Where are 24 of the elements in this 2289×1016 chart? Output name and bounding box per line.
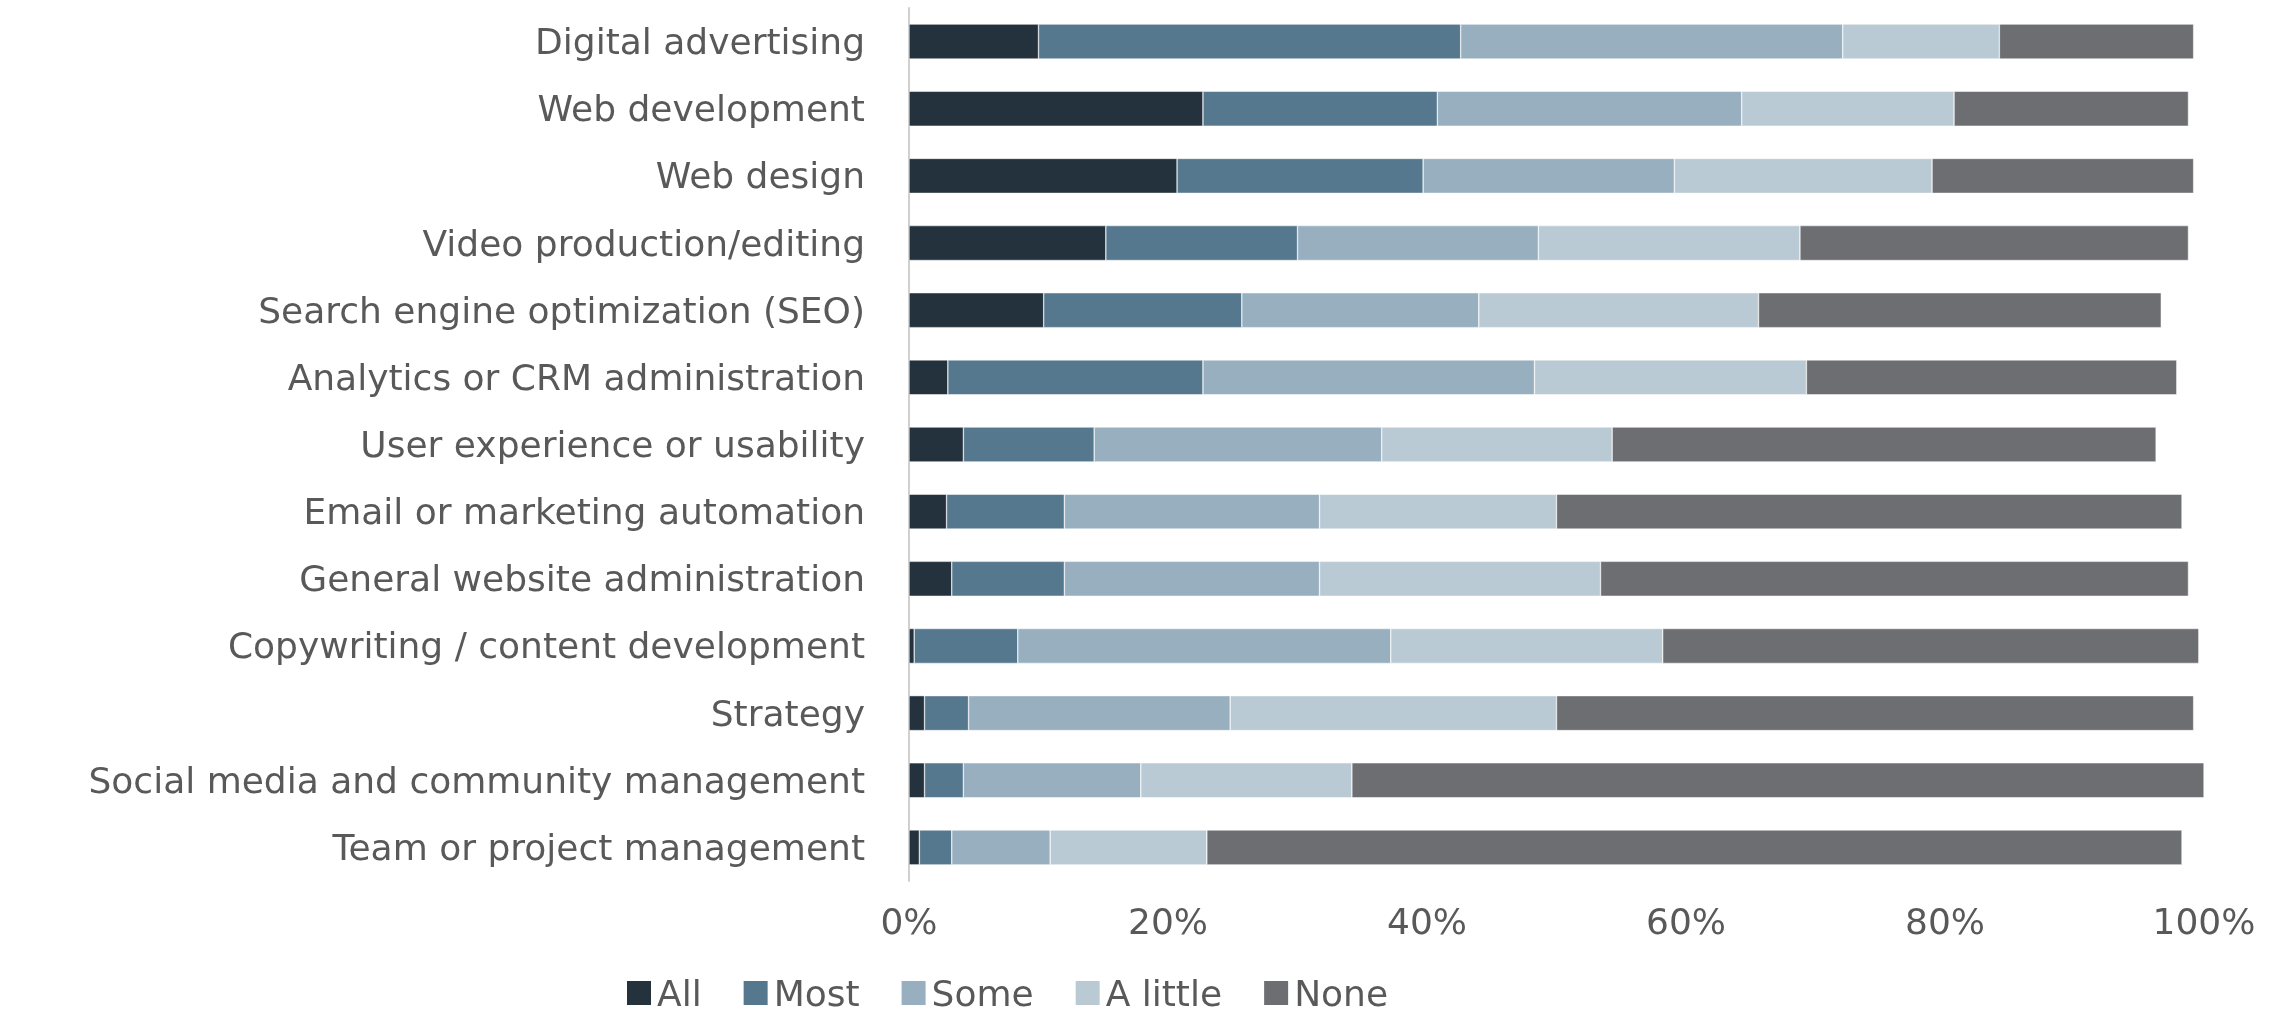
legend-label: A little xyxy=(1105,972,1223,1014)
legend-label: All xyxy=(657,972,702,1014)
x-tick-label: 20% xyxy=(1127,900,1209,942)
y-tick-label: Web design xyxy=(655,155,865,197)
x-tick-label: 40% xyxy=(1386,900,1468,942)
y-tick-label: Digital advertising xyxy=(535,21,865,63)
y-tick-label: General website administration xyxy=(299,558,865,600)
y-tick-label: Social media and community management xyxy=(88,759,865,801)
y-tick-label: Strategy xyxy=(710,692,865,734)
x-tick-label: 80% xyxy=(1904,900,1986,942)
legend-label: Some xyxy=(931,972,1034,1014)
y-tick-label: User experience or usability xyxy=(360,424,865,465)
y-tick-label: Email or marketing automation xyxy=(303,491,865,533)
y-tick-label: Video production/editing xyxy=(422,222,865,264)
y-tick-label: Team or project management xyxy=(331,826,865,868)
legend-label: None xyxy=(1294,972,1389,1014)
x-tick-label: 60% xyxy=(1645,900,1727,942)
y-tick-label: Web development xyxy=(537,88,865,130)
y-tick-label: Analytics or CRM administration xyxy=(287,356,865,398)
x-tick-label: 100% xyxy=(2152,900,2256,942)
y-tick-label: Copywriting / content development xyxy=(227,625,865,667)
x-tick-label: 0% xyxy=(880,900,938,942)
legend-label: Most xyxy=(773,972,860,1014)
y-tick-label: Search engine optimization (SEO) xyxy=(258,289,865,331)
